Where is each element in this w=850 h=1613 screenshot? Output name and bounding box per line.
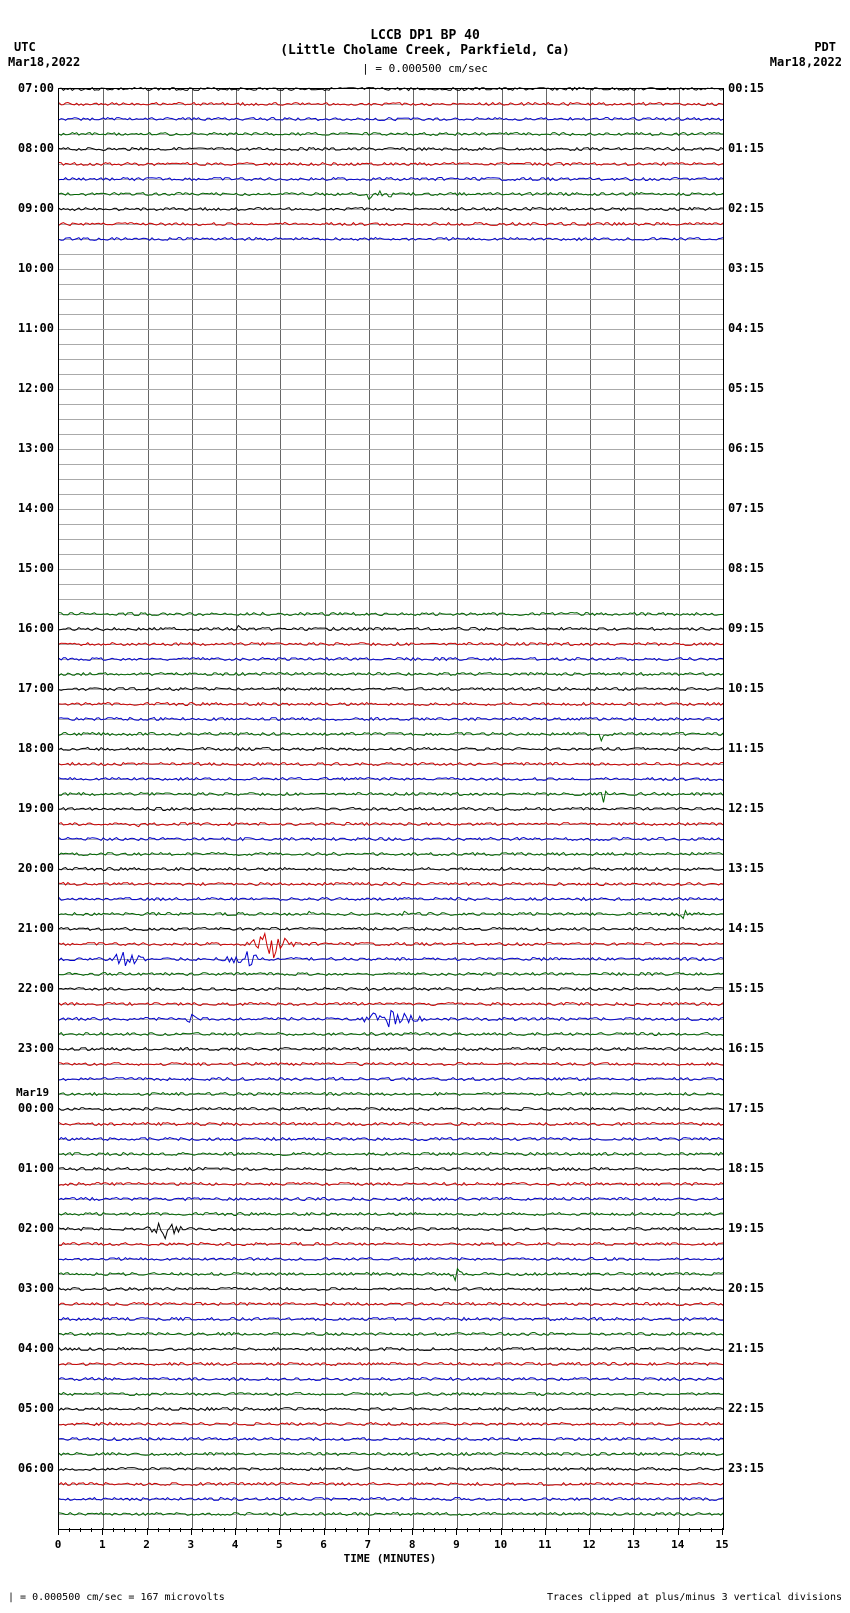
- pdt-time-label: 04:15: [728, 321, 764, 335]
- seismogram-container: UTC Mar18,2022 PDT Mar18,2022 LCCB DP1 B…: [0, 0, 850, 1613]
- x-tick-label: 14: [671, 1538, 684, 1551]
- pdt-time-label: 21:15: [728, 1341, 764, 1355]
- utc-time-label: 16:00: [8, 621, 54, 635]
- utc-time-label: 12:00: [8, 381, 54, 395]
- pdt-time-label: 19:15: [728, 1221, 764, 1235]
- pdt-time-label: 02:15: [728, 201, 764, 215]
- pdt-time-label: 09:15: [728, 621, 764, 635]
- pdt-time-label: 00:15: [728, 81, 764, 95]
- pdt-time-label: 01:15: [728, 141, 764, 155]
- pdt-time-label: 16:15: [728, 1041, 764, 1055]
- pdt-time-label: 17:15: [728, 1101, 764, 1115]
- seismogram-plot: [58, 88, 724, 1530]
- x-tick-label: 1: [99, 1538, 106, 1551]
- x-tick-label: 8: [409, 1538, 416, 1551]
- utc-time-label: 02:00: [8, 1221, 54, 1235]
- utc-time-label: 15:00: [8, 561, 54, 575]
- scale-note: | = 0.000500 cm/sec: [0, 62, 850, 75]
- pdt-time-label: 20:15: [728, 1281, 764, 1295]
- pdt-time-label: 15:15: [728, 981, 764, 995]
- utc-time-label: 17:00: [8, 681, 54, 695]
- utc-time-label: 11:00: [8, 321, 54, 335]
- pdt-time-label: 07:15: [728, 501, 764, 515]
- date-right: Mar18,2022: [770, 55, 842, 69]
- pdt-time-label: 22:15: [728, 1401, 764, 1415]
- footer: | = 0.000500 cm/sec = 167 microvolts Tra…: [8, 1592, 842, 1603]
- utc-time-label: 07:00: [8, 81, 54, 95]
- x-tick-label: 4: [232, 1538, 239, 1551]
- pdt-time-label: 08:15: [728, 561, 764, 575]
- x-tick-label: 12: [583, 1538, 596, 1551]
- tz-left: UTC: [14, 40, 36, 54]
- pdt-time-label: 23:15: [728, 1461, 764, 1475]
- utc-time-label: 18:00: [8, 741, 54, 755]
- pdt-time-label: 11:15: [728, 741, 764, 755]
- utc-time-label: 04:00: [8, 1341, 54, 1355]
- chart-title: LCCB DP1 BP 40: [0, 0, 850, 43]
- pdt-time-label: 05:15: [728, 381, 764, 395]
- utc-time-label: 20:00: [8, 861, 54, 875]
- x-tick-label: 13: [627, 1538, 640, 1551]
- chart-subtitle: (Little Cholame Creek, Parkfield, Ca): [0, 43, 850, 58]
- pdt-time-label: 14:15: [728, 921, 764, 935]
- date-change-label: Mar19: [16, 1086, 49, 1099]
- utc-time-label: 21:00: [8, 921, 54, 935]
- utc-time-label: 00:00: [8, 1101, 54, 1115]
- utc-time-label: 13:00: [8, 441, 54, 455]
- x-tick-label: 3: [187, 1538, 194, 1551]
- x-tick-label: 5: [276, 1538, 283, 1551]
- trace-row: [59, 69, 723, 109]
- date-left: Mar18,2022: [8, 55, 80, 69]
- pdt-time-label: 10:15: [728, 681, 764, 695]
- utc-time-label: 14:00: [8, 501, 54, 515]
- utc-time-label: 10:00: [8, 261, 54, 275]
- footer-left: | = 0.000500 cm/sec = 167 microvolts: [8, 1592, 225, 1603]
- pdt-time-label: 12:15: [728, 801, 764, 815]
- utc-time-label: 06:00: [8, 1461, 54, 1475]
- pdt-time-label: 06:15: [728, 441, 764, 455]
- utc-time-label: 22:00: [8, 981, 54, 995]
- x-tick-label: 2: [143, 1538, 150, 1551]
- pdt-time-label: 18:15: [728, 1161, 764, 1175]
- utc-time-label: 19:00: [8, 801, 54, 815]
- utc-time-label: 05:00: [8, 1401, 54, 1415]
- pdt-time-label: 13:15: [728, 861, 764, 875]
- x-tick-label: 11: [538, 1538, 551, 1551]
- utc-time-label: 01:00: [8, 1161, 54, 1175]
- x-tick-label: 7: [365, 1538, 372, 1551]
- tz-right: PDT: [814, 40, 836, 54]
- utc-time-label: 09:00: [8, 201, 54, 215]
- x-tick-label: 10: [494, 1538, 507, 1551]
- footer-right: Traces clipped at plus/minus 3 vertical …: [547, 1592, 842, 1603]
- utc-time-label: 03:00: [8, 1281, 54, 1295]
- x-tick-label: 15: [715, 1538, 728, 1551]
- pdt-time-label: 03:15: [728, 261, 764, 275]
- x-tick-label: 6: [320, 1538, 327, 1551]
- x-axis: TIME (MINUTES) 0123456789101112131415: [58, 1528, 722, 1568]
- utc-time-label: 08:00: [8, 141, 54, 155]
- utc-time-label: 23:00: [8, 1041, 54, 1055]
- x-tick-label: 0: [55, 1538, 62, 1551]
- x-tick-label: 9: [453, 1538, 460, 1551]
- x-axis-title: TIME (MINUTES): [58, 1552, 722, 1565]
